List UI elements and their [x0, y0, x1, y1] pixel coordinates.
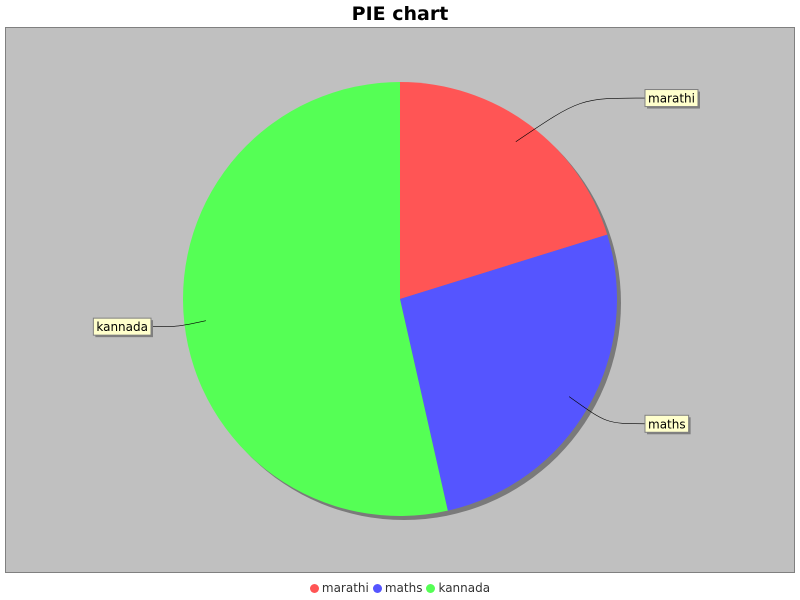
- pie-slice-kannada: [183, 82, 448, 516]
- callout-line-kannada: [150, 320, 206, 327]
- slice-label-maths: maths: [648, 417, 686, 431]
- legend-item-kannada: kannada: [426, 579, 490, 597]
- pie-slice-marathi: [400, 82, 608, 299]
- legend-label-maths: maths: [384, 581, 423, 595]
- slice-label-box-kannada: [92, 317, 152, 336]
- slice-label-kannada: kannada: [96, 320, 148, 334]
- callout-line-marathi: [515, 97, 646, 142]
- slice-label-box-marathi: [644, 89, 699, 108]
- legend-item-maths: maths: [372, 579, 423, 597]
- legend-swatch-maths: [372, 584, 382, 593]
- legend-item-marathi: marathi: [309, 579, 369, 597]
- legend-swatch-kannada: [426, 584, 436, 593]
- callout-line-maths: [568, 396, 646, 425]
- legend: marathi maths kannada: [0, 579, 800, 597]
- chart-title: PIE chart: [351, 3, 449, 25]
- slice-label-marathi: marathi: [648, 92, 695, 106]
- pie-slice-maths: [400, 234, 617, 511]
- slice-label-box-maths: [644, 414, 690, 433]
- legend-swatch-marathi: [309, 584, 319, 593]
- legend-label-kannada: kannada: [438, 581, 491, 595]
- legend-label-marathi: marathi: [321, 581, 369, 595]
